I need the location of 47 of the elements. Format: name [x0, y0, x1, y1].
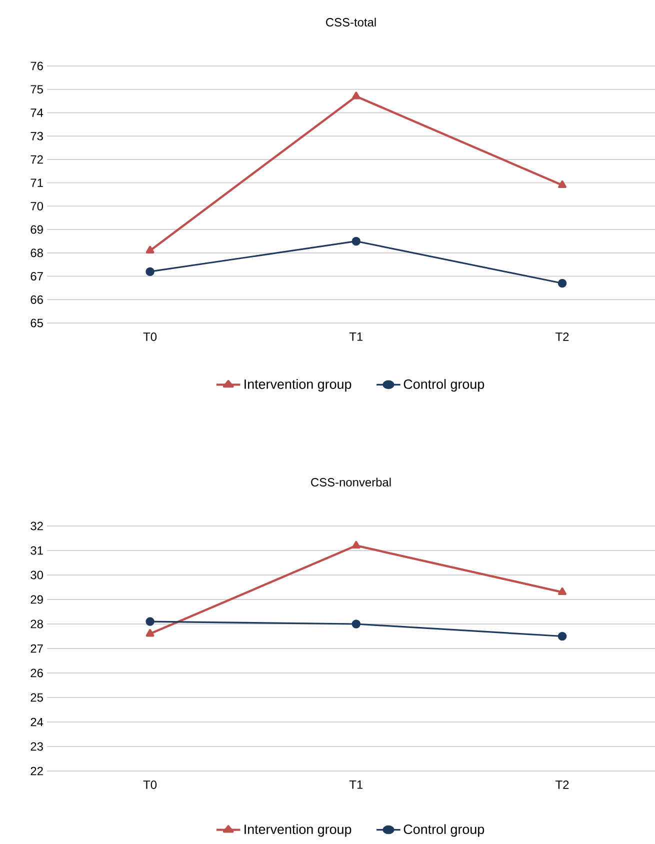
point	[352, 540, 360, 548]
point	[146, 629, 154, 637]
y-tick-label: 26	[30, 668, 43, 678]
point	[558, 632, 567, 641]
point	[146, 246, 154, 254]
y-tick-label: 32	[30, 522, 43, 530]
legend-label: Intervention group	[244, 379, 352, 392]
y-tick-label: 65	[30, 318, 43, 328]
y-tick-label: 29	[30, 595, 43, 604]
y-tick-label: 27	[30, 644, 43, 653]
point	[146, 267, 154, 276]
legend-label: Intervention group	[244, 824, 352, 837]
y-tick-label: 25	[30, 693, 43, 702]
x-tick-label: T1	[349, 780, 363, 789]
point	[352, 236, 361, 246]
legend-label: Control group	[404, 379, 484, 392]
y-tick-label: 28	[30, 620, 43, 628]
y-tick-label: 66	[30, 295, 43, 304]
point	[146, 617, 154, 626]
y-tick-label: 67	[30, 272, 43, 280]
point	[558, 180, 566, 188]
x-tick-label: T1	[349, 332, 363, 341]
point	[558, 587, 566, 596]
x-tick-label: T2	[556, 332, 569, 341]
y-tick-label: 73	[30, 132, 43, 140]
legend-label: Control group	[404, 824, 484, 837]
y-tick-label: 22	[30, 766, 43, 776]
x-tick-label: T2	[556, 780, 569, 789]
y-tick-label: 23	[30, 742, 43, 751]
y-tick-label: 75	[30, 85, 43, 94]
chart-title: CSS-nonverbal	[311, 478, 391, 486]
chart-title: CSS-total	[326, 18, 376, 26]
x-tick-label: T0	[143, 332, 157, 341]
y-tick-label: 69	[30, 225, 43, 234]
x-tick-label: T0	[143, 780, 157, 789]
y-tick-label: 70	[30, 202, 44, 210]
point	[352, 92, 360, 100]
y-tick-label: 24	[30, 718, 44, 726]
y-tick-label: 31	[30, 546, 43, 555]
point	[558, 278, 567, 288]
y-tick-label: 68	[30, 248, 43, 258]
y-tick-label: 30	[30, 570, 44, 580]
point	[352, 620, 361, 628]
y-tick-label: 71	[30, 178, 43, 187]
y-tick-label: 72	[30, 155, 43, 164]
y-tick-label: 76	[30, 62, 43, 70]
y-tick-label: 74	[30, 108, 44, 117]
